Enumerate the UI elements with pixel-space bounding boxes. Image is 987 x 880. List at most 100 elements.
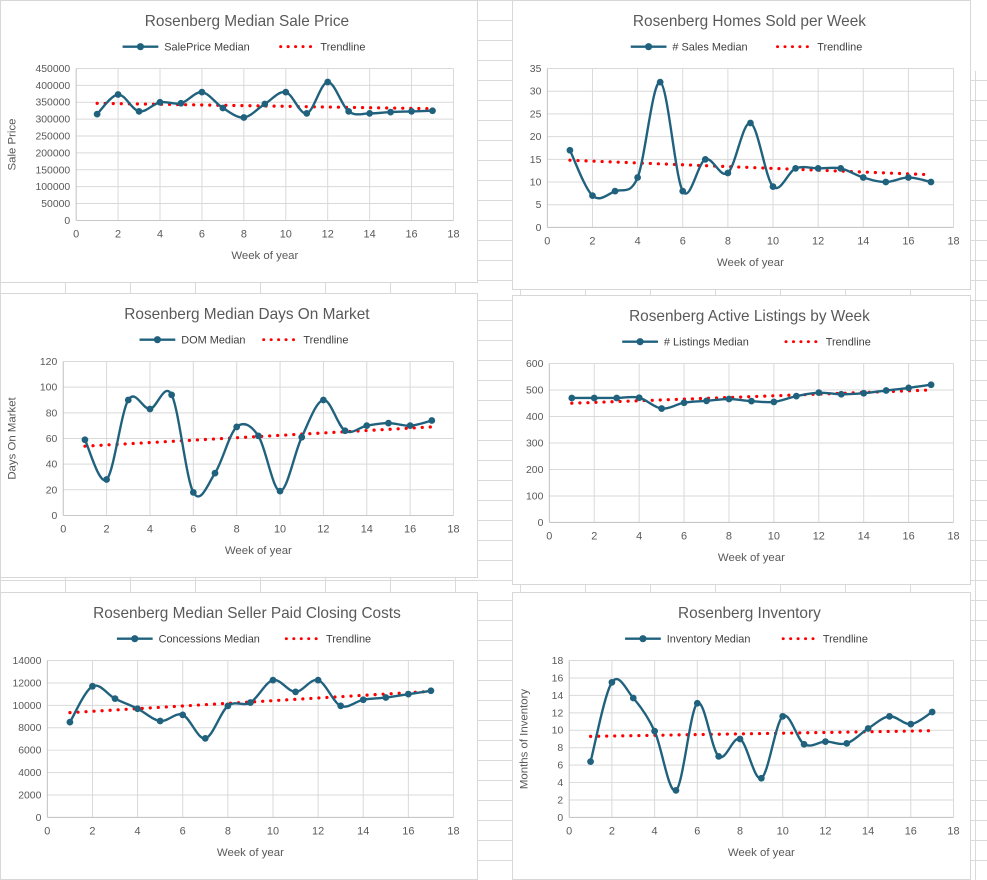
data-point-marker [680,399,688,407]
data-point-marker [715,753,723,760]
y-tick-label: 0 [538,518,544,529]
chart-title: Rosenberg Median Sale Price [145,13,349,30]
x-axis-title: Week of year [718,552,785,564]
x-tick-label: 6 [680,235,686,247]
y-tick-label: 150000 [35,165,70,176]
data-point-marker [927,381,935,389]
x-tick-label: 8 [225,825,231,837]
data-point-marker [201,735,209,742]
data-point-marker [843,739,851,747]
y-tick-label: 0 [64,216,70,227]
x-tick-label: 8 [737,825,743,837]
legend-series-label: # Listings Median [664,337,749,349]
sheet-white-patch [971,0,987,71]
y-tick-label: 50000 [41,199,70,210]
chart-panel-days-on-market[interactable]: 0 20 40 60 80 100 120 0 2 4 6 8 10 12 14 16 18 Rosenberg … [0,293,478,578]
data-point-marker [658,405,665,412]
x-tick-label: 12 [812,235,824,247]
data-series-line [96,80,433,119]
x-axis-title: Week of year [217,847,284,859]
x-tick-label: 10 [768,530,780,542]
data-point-marker [337,702,345,710]
data-point-marker [298,433,306,441]
data-point-marker [303,110,311,117]
legend-series-marker [639,635,647,643]
y-tick-label: 100 [526,491,544,502]
y-tick-label: 450000 [35,64,70,75]
trendline-series [83,425,434,448]
data-point-marker [770,398,778,406]
chart-panel-homes-sold[interactable]: 0 5 10 15 20 25 30 35 0 2 4 6 8 10 12 14 16 18 Rosenberg H… [512,0,971,290]
y-tick-label: 5 [536,200,542,211]
x-tick-label: 18 [447,523,459,535]
y-tick-label: 2000 [18,790,41,801]
y-tick-label: 400000 [35,81,70,92]
data-point-marker [114,91,122,98]
x-tick-label: 10 [767,235,779,247]
x-tick-label: 8 [725,235,731,247]
y-tick-label: 0 [536,223,542,234]
legend-series-label: Concessions Median [159,634,260,646]
chart-canvas-inventory: 0 2 4 6 8 10 12 14 16 18 0 2 4 6 8 10 12 14 16 18 Rosenberg … [518,605,959,859]
data-point-marker [907,720,915,728]
data-point-marker [837,165,845,172]
data-point-marker [387,108,394,116]
chart-panel-closing-costs[interactable]: 0 2000 4000 6000 8000 10000 12000 14000 0 2 4 6 8 10 1… [0,592,478,880]
legend-series-marker [645,43,653,51]
chart-canvas-homes-sold: 0 5 10 15 20 25 30 35 0 2 4 6 8 10 12 14 16 18 Rosenberg H… [530,13,960,269]
data-point-marker [363,422,371,430]
y-tick-label: 8000 [18,723,41,734]
data-point-marker [611,187,619,195]
legend-series-label: DOM Median [181,335,245,347]
trendline-series [568,158,933,177]
y-tick-label: 350000 [35,98,70,109]
y-tick-label: 2 [557,795,563,806]
data-point-marker [111,695,119,703]
y-tick-label: 200 [526,465,544,476]
data-point-marker [757,774,765,782]
y-tick-label: 40 [46,460,58,471]
x-tick-label: 14 [862,825,874,837]
x-tick-label: 2 [115,228,121,240]
y-tick-label: 500 [526,385,544,396]
data-point-marker [587,758,594,766]
data-series-line [571,383,932,410]
data-point-marker [324,78,332,86]
x-tick-label: 14 [364,228,376,240]
x-tick-label: 2 [89,825,95,837]
x-tick-label: 2 [104,523,110,535]
legend-series-marker [131,635,139,643]
y-tick-label: 0 [557,813,563,824]
x-tick-label: 18 [947,825,959,837]
chart-panel-active-listings[interactable]: 0 100 200 300 400 500 600 0 2 4 6 8 10 12 14 16 18 Rosenb… [512,295,971,585]
data-point-marker [156,98,164,106]
data-point-marker [292,688,299,696]
data-point-marker [748,397,755,405]
data-point-marker [568,394,576,402]
x-tick-label: 12 [312,825,324,837]
data-point-marker [747,119,754,127]
data-point-marker [882,387,890,394]
data-point-marker [679,187,687,195]
y-tick-label: 100000 [35,182,70,193]
x-tick-label: 0 [546,530,552,542]
data-point-marker [89,682,96,690]
x-axis-title: Week of year [717,257,784,269]
chart-panel-sale-price[interactable]: 0 50000 100000 150000 200000 250000 300000 3500… [0,0,478,283]
data-point-marker [800,740,808,748]
y-tick-label: 10 [530,178,542,189]
data-point-marker [566,146,574,154]
data-point-marker [860,389,868,397]
data-point-marker [124,396,132,404]
data-point-marker [177,99,185,107]
data-point-marker [822,738,829,745]
chart-title: Rosenberg Median Days On Market [124,306,370,323]
chart-canvas-closing-costs: 0 2000 4000 6000 8000 10000 12000 14000 0 2 4 6 8 10 1… [12,605,459,859]
y-tick-label: 14 [552,691,564,702]
chart-panel-inventory[interactable]: 0 2 4 6 8 10 12 14 16 18 0 2 4 6 8 10 12 14 16 18 Rosenberg … [512,592,971,880]
y-tick-label: 6 [557,761,563,772]
data-point-marker [736,735,744,743]
y-tick-label: 250000 [35,132,70,143]
data-point-marker [135,108,143,115]
x-tick-label: 4 [652,825,658,837]
